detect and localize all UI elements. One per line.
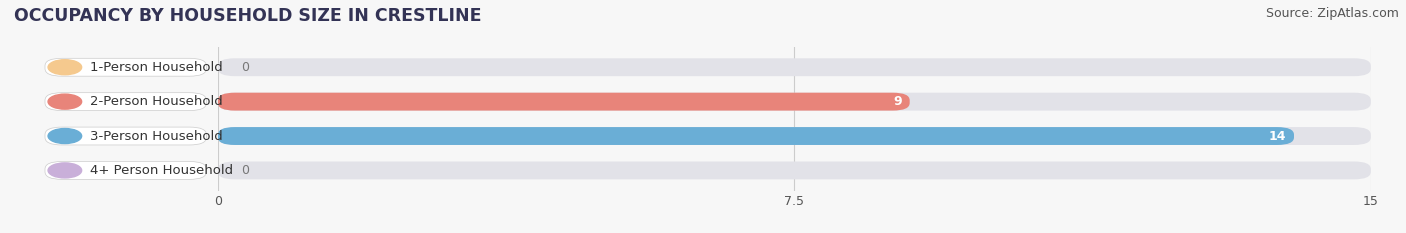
Text: 9: 9 [893, 95, 903, 108]
Text: OCCUPANCY BY HOUSEHOLD SIZE IN CRESTLINE: OCCUPANCY BY HOUSEHOLD SIZE IN CRESTLINE [14, 7, 482, 25]
Text: 3-Person Household: 3-Person Household [90, 130, 222, 143]
FancyBboxPatch shape [218, 161, 1371, 179]
FancyBboxPatch shape [45, 93, 207, 111]
FancyBboxPatch shape [218, 127, 1371, 145]
Circle shape [48, 129, 82, 144]
Circle shape [48, 94, 82, 109]
Text: Source: ZipAtlas.com: Source: ZipAtlas.com [1265, 7, 1399, 20]
FancyBboxPatch shape [45, 161, 207, 179]
FancyBboxPatch shape [45, 58, 207, 76]
Text: 0: 0 [240, 61, 249, 74]
Circle shape [48, 163, 82, 178]
Text: 0: 0 [240, 164, 249, 177]
FancyBboxPatch shape [218, 58, 1371, 76]
Text: 14: 14 [1268, 130, 1286, 143]
FancyBboxPatch shape [218, 93, 1371, 111]
Circle shape [48, 60, 82, 75]
Text: 1-Person Household: 1-Person Household [90, 61, 222, 74]
Text: 2-Person Household: 2-Person Household [90, 95, 222, 108]
FancyBboxPatch shape [218, 93, 910, 111]
FancyBboxPatch shape [45, 127, 207, 145]
FancyBboxPatch shape [218, 127, 1294, 145]
Text: 4+ Person Household: 4+ Person Household [90, 164, 233, 177]
